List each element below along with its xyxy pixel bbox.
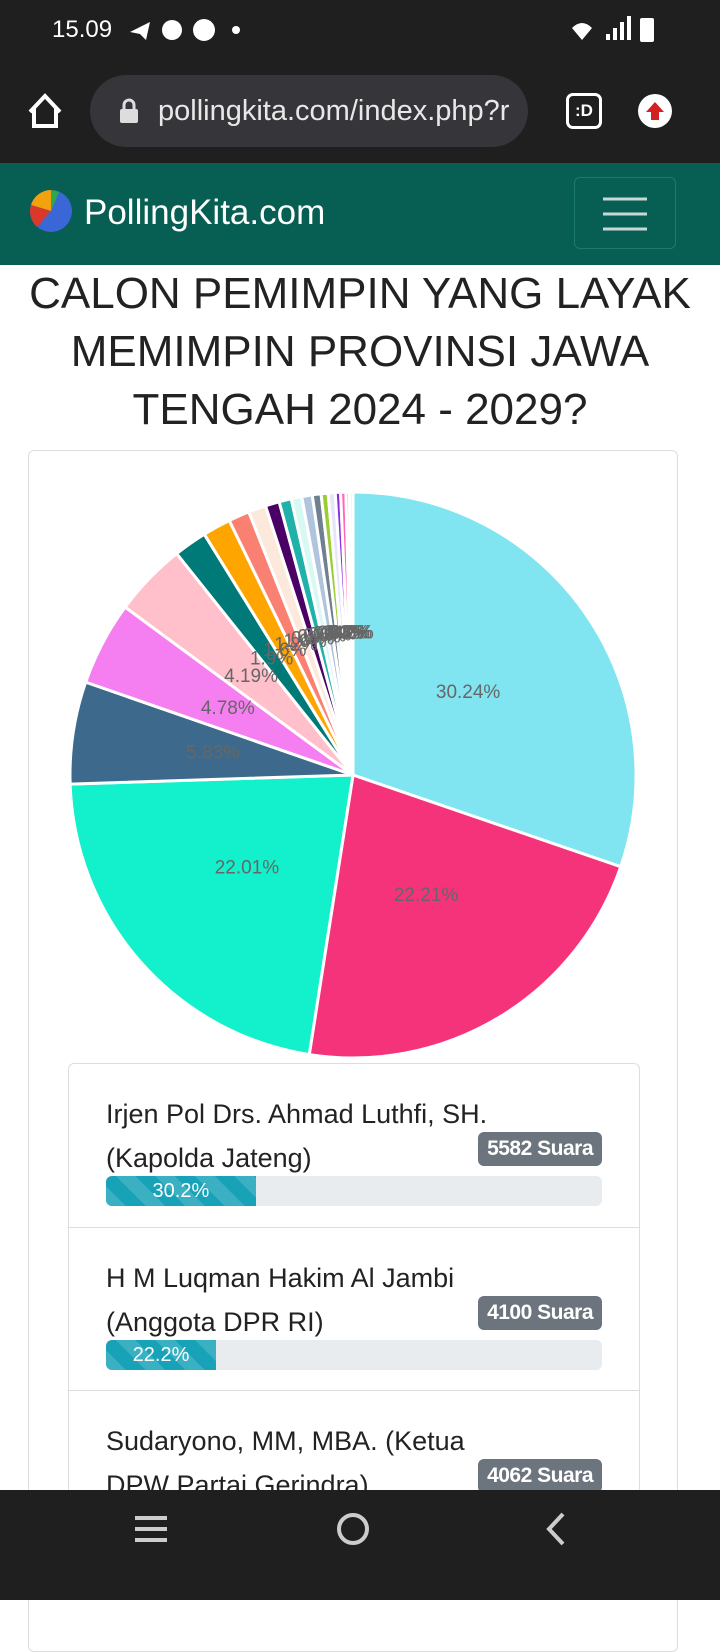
- slice-label: 30.24%: [436, 682, 501, 703]
- slice-label: 0.5%: [313, 624, 356, 645]
- slice-label: 1.0%: [283, 631, 326, 652]
- status-bar: 15.09: [0, 0, 720, 60]
- clock: 15.09: [52, 16, 113, 43]
- progress-label: 30.2%: [152, 1180, 210, 1202]
- slice-label: 5.83%: [186, 743, 240, 764]
- vote-badge: 4100 Suara: [478, 1296, 602, 1330]
- candidate-name: Irjen Pol Drs. Ahmad Luthfi, SH. (Kapold…: [106, 1099, 488, 1173]
- browser-icons: [28, 93, 672, 128]
- browser-bar: pollingkita.com/index.php?r :D: [0, 60, 720, 163]
- poll-title: CALON PEMIMPIN YANG LAYAK MEMIMPIN PROVI…: [29, 269, 691, 434]
- slice-label: 4.19%: [224, 666, 278, 687]
- menu-toggle[interactable]: [574, 177, 676, 249]
- status-icons: [130, 16, 654, 42]
- tab-switcher[interactable]: :D: [566, 93, 602, 129]
- pie-slice: [351, 490, 638, 869]
- pie-slice: [347, 490, 355, 776]
- slice-label: 22.01%: [215, 858, 280, 879]
- progress-bar: 30.2%: [106, 1176, 602, 1206]
- progress-fill: 22.2%: [106, 1340, 217, 1370]
- slice-label: 0.6%: [308, 624, 351, 645]
- slice-label: 4.78%: [201, 698, 255, 719]
- slice-label: 0.4%: [321, 623, 364, 644]
- slice-label: 0.8%: [291, 628, 334, 649]
- logo: [30, 190, 72, 232]
- lock-icon: [120, 98, 138, 123]
- slice-label: 1.9%: [250, 648, 293, 669]
- slice-label: 22.21%: [394, 885, 459, 906]
- pie-chart: 30.24% 22.21% 22.01% 5.83% 4.78% 4.19%1.9%1.6…: [68, 490, 638, 1060]
- brand[interactable]: PollingKita.com: [84, 193, 326, 232]
- slice-label: 0.3%: [324, 623, 367, 644]
- system-nav-icons: [135, 1512, 565, 1546]
- home-button[interactable]: [28, 93, 62, 128]
- slice-label: 0.2%: [330, 623, 373, 644]
- slice-label: 1.6%: [263, 640, 306, 661]
- candidate-name: H M Luqman Hakim Al Jambi (Anggota DPR R…: [106, 1263, 455, 1337]
- slice-label: 0.6%: [303, 625, 346, 646]
- system-nav: [0, 1490, 720, 1600]
- slice-label: 0.7%: [297, 627, 340, 648]
- hamburger-icon: [603, 197, 647, 231]
- slice-label: 0.4%: [317, 623, 360, 644]
- vote-badge: 4062 Suara: [478, 1459, 602, 1493]
- pie-slice: [68, 773, 355, 1057]
- navbar: PollingKita.com: [0, 163, 720, 265]
- slice-label: 0.2%: [329, 623, 372, 644]
- poll-list: Irjen Pol Drs. Ahmad Luthfi, SH. (Kapold…: [68, 1063, 640, 1554]
- progress-label: 22.2%: [132, 1344, 190, 1366]
- vote-badge: 5582 Suara: [478, 1132, 602, 1166]
- slice-label: 1.2%: [274, 635, 317, 656]
- progress-fill: 30.2%: [106, 1176, 256, 1206]
- url-text: pollingkita.com/index.php?r: [158, 95, 510, 127]
- progress-bar: 22.2%: [106, 1340, 602, 1370]
- slice-label: 0.3%: [326, 623, 369, 644]
- pie-slice: [307, 773, 623, 1060]
- address-bar[interactable]: pollingkita.com/index.php?r: [90, 75, 528, 147]
- poll-item: H M Luqman Hakim Al Jambi (Anggota DPR R…: [69, 1227, 639, 1390]
- poll-item: Irjen Pol Drs. Ahmad Luthfi, SH. (Kapold…: [69, 1064, 639, 1227]
